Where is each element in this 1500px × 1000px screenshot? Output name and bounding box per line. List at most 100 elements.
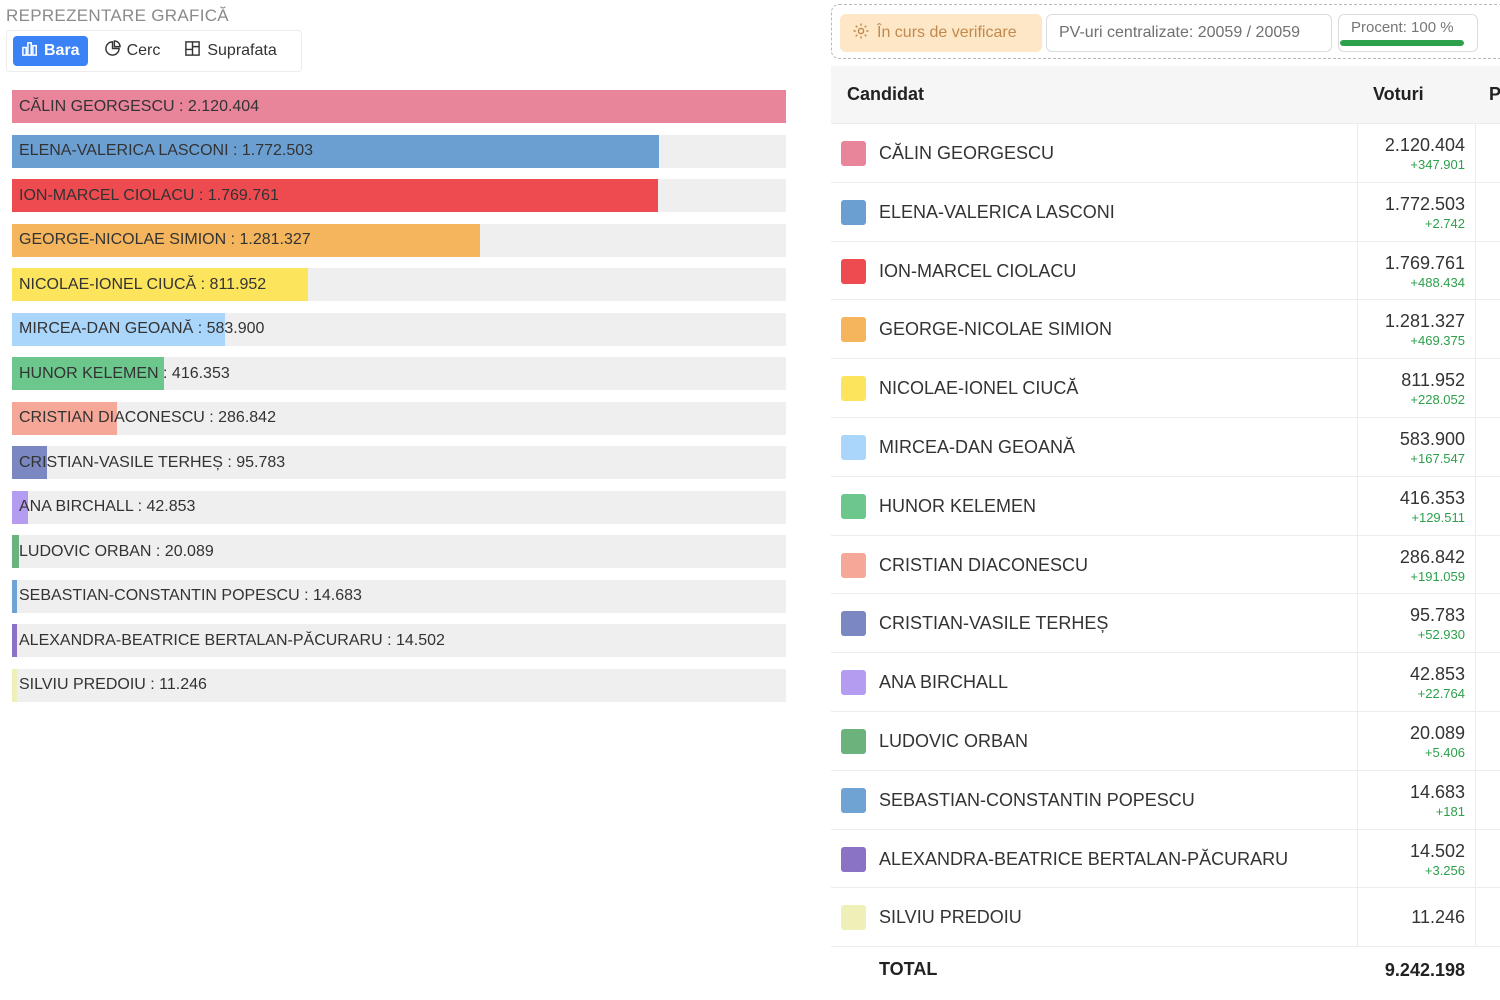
bar-row[interactable]: HUNOR KELEMEN : 416.353 bbox=[12, 357, 786, 390]
table-row[interactable]: GEORGE-NICOLAE SIMION 1.281.327 +469.375 bbox=[831, 300, 1500, 360]
table-row[interactable]: ELENA-VALERICA LASCONI 1.772.503 +2.742 bbox=[831, 182, 1500, 242]
color-swatch bbox=[841, 376, 866, 402]
table-row[interactable]: HUNOR KELEMEN 416.353 +129.511 bbox=[831, 476, 1500, 536]
bar-chart: CĂLIN GEORGESCU : 2.120.404 ELENA-VALERIC… bbox=[12, 90, 786, 713]
bar bbox=[12, 357, 164, 390]
vote-count: 14.502 bbox=[1409, 840, 1465, 861]
tab-pie-label: Cerc bbox=[126, 42, 161, 59]
color-swatch bbox=[841, 258, 866, 284]
verification-text: În curs de verificare bbox=[877, 24, 1017, 41]
votes-cell: 416.353 +129.511 bbox=[1357, 476, 1475, 535]
bar-label: CRISTIAN DIACONESCU : 286.842 bbox=[19, 409, 276, 426]
col-votes[interactable]: Voturi bbox=[1373, 84, 1424, 104]
color-swatch bbox=[841, 728, 866, 754]
candidate-name: SEBASTIAN-CONSTANTIN POPESCU bbox=[879, 789, 1195, 810]
extra-cell bbox=[1475, 476, 1500, 535]
bar-row[interactable]: ION-MARCEL CIOLACU : 1.769.761 bbox=[12, 179, 786, 212]
procent-progress-fill bbox=[1340, 40, 1464, 46]
bar-row[interactable]: GEORGE-NICOLAE SIMION : 1.281.327 bbox=[12, 223, 786, 257]
color-swatch bbox=[841, 493, 866, 519]
table-row[interactable]: CRISTIAN DIACONESCU 286.842 +191.059 bbox=[831, 535, 1500, 595]
bar bbox=[12, 268, 309, 301]
bar-row[interactable]: SILVIU PREDOIU : 11.246 bbox=[12, 668, 786, 702]
vote-delta: +228.052 bbox=[1410, 392, 1465, 408]
color-swatch bbox=[841, 611, 866, 637]
bar-row[interactable]: CĂLIN GEORGESCU : 2.120.404 bbox=[12, 90, 786, 123]
tab-area[interactable]: Suprafata bbox=[176, 36, 284, 66]
votes-cell: 95.783 +52.930 bbox=[1357, 594, 1475, 653]
bar-row[interactable]: ELENA-VALERICA LASCONI : 1.772.503 bbox=[12, 134, 786, 168]
total-value: 9.242.198 bbox=[1384, 960, 1465, 981]
vote-count: 583.900 bbox=[1399, 428, 1465, 449]
section-title: REPREZENTARE GRAFICĂ bbox=[6, 6, 229, 25]
vote-delta: +167.547 bbox=[1410, 450, 1465, 466]
tab-pie[interactable]: Cerc bbox=[96, 36, 169, 66]
extra-cell bbox=[1475, 711, 1500, 770]
bar-row[interactable]: LUDOVIC ORBAN : 20.089 bbox=[12, 535, 786, 568]
vote-delta: +191.059 bbox=[1410, 568, 1465, 584]
bar-row[interactable]: ALEXANDRA-BEATRICE BERTALAN-PĂCURARU : 1… bbox=[12, 624, 786, 657]
table-row[interactable]: SILVIU PREDOIU 11.246 bbox=[831, 888, 1500, 948]
bar-label: HUNOR KELEMEN : 416.353 bbox=[19, 364, 230, 382]
vote-count: 811.952 bbox=[1401, 370, 1465, 391]
table-row[interactable]: ALEXANDRA-BEATRICE BERTALAN-PĂCURARU 14.5… bbox=[831, 829, 1500, 889]
votes-cell: 14.502 +3.256 bbox=[1357, 829, 1475, 888]
bar-row[interactable]: ANA BIRCHALL : 42.853 bbox=[12, 490, 786, 524]
extra-cell bbox=[1475, 829, 1500, 888]
vote-count: 1.769.761 bbox=[1384, 252, 1465, 273]
table-row[interactable]: ANA BIRCHALL 42.853 +22.764 bbox=[831, 653, 1500, 712]
bar-chart-icon bbox=[21, 40, 38, 62]
extra-cell bbox=[1475, 535, 1500, 594]
bar-row[interactable]: MIRCEA-DAN GEOANĂ : 583.900 bbox=[12, 312, 786, 346]
table-row[interactable]: SEBASTIAN-CONSTANTIN POPESCU 14.683 +181 bbox=[831, 770, 1500, 830]
table-row[interactable]: MIRCEA-DAN GEOANĂ 583.900 +167.547 bbox=[831, 417, 1500, 477]
bar bbox=[12, 312, 226, 346]
col-candidate[interactable]: Candidat bbox=[847, 84, 925, 104]
vote-delta: +347.901 bbox=[1410, 157, 1465, 172]
bar-label: LUDOVIC ORBAN : 20.089 bbox=[19, 542, 214, 560]
table-row[interactable]: CRISTIAN-VASILE TERHEȘ 95.783 +52.930 bbox=[831, 594, 1500, 654]
vote-delta: +2.742 bbox=[1424, 215, 1465, 231]
votes-cell: 286.842 +191.059 bbox=[1357, 535, 1475, 594]
vote-delta: +181 bbox=[1435, 803, 1465, 819]
bar bbox=[12, 624, 18, 657]
extra-cell bbox=[1475, 770, 1500, 829]
extra-cell bbox=[1475, 653, 1500, 711]
bar-label: MIRCEA-DAN GEOANĂ : 583.900 bbox=[19, 320, 265, 337]
bar-row[interactable]: SEBASTIAN-CONSTANTIN POPESCU : 14.683 bbox=[12, 579, 786, 613]
bar bbox=[12, 579, 18, 613]
bar-row[interactable]: CRISTIAN DIACONESCU : 286.842 bbox=[12, 401, 786, 435]
extra-cell bbox=[1475, 594, 1500, 653]
results-table: Candidat Voturi P CĂLIN GEORGESCU 2.120.4… bbox=[831, 66, 1500, 991]
vote-delta: +3.256 bbox=[1424, 862, 1465, 878]
col-extra[interactable]: P bbox=[1489, 84, 1500, 104]
votes-cell: 811.952 +228.052 bbox=[1357, 359, 1475, 417]
bar bbox=[12, 90, 786, 123]
vote-delta: +52.930 bbox=[1417, 627, 1465, 643]
tab-bar[interactable]: Bara bbox=[13, 36, 88, 66]
table-row[interactable]: CĂLIN GEORGESCU 2.120.404 +347.901 bbox=[831, 124, 1500, 183]
bar-label: SEBASTIAN-CONSTANTIN POPESCU : 14.683 bbox=[19, 587, 362, 604]
candidate-name: MIRCEA-DAN GEOANĂ bbox=[879, 436, 1076, 457]
gear-icon bbox=[852, 22, 870, 45]
extra-cell bbox=[1475, 417, 1500, 476]
pv-count: PV-uri centralizate: 20059 / 20059 bbox=[1046, 14, 1332, 52]
pie-chart-icon bbox=[104, 40, 121, 62]
color-swatch bbox=[841, 434, 866, 460]
color-swatch bbox=[841, 552, 866, 578]
bar-row[interactable]: CRISTIAN-VASILE TERHEȘ : 95.783 bbox=[12, 446, 786, 479]
extra-cell bbox=[1475, 300, 1500, 359]
bar-row[interactable]: NICOLAE-IONEL CIUCĂ : 811.952 bbox=[12, 268, 786, 301]
bar bbox=[12, 134, 659, 168]
bar bbox=[12, 668, 17, 702]
vote-count: 1.772.503 bbox=[1384, 193, 1465, 214]
vote-count: 416.353 bbox=[1399, 487, 1465, 508]
table-row[interactable]: NICOLAE-IONEL CIUCĂ 811.952 +228.052 bbox=[831, 359, 1500, 418]
table-row[interactable]: ION-MARCEL CIOLACU 1.769.761 +488.434 bbox=[831, 241, 1500, 301]
vote-count: 1.281.327 bbox=[1384, 311, 1465, 332]
table-row[interactable]: LUDOVIC ORBAN 20.089 +5.406 bbox=[831, 711, 1500, 771]
table-body: CĂLIN GEORGESCU 2.120.404 +347.901 ELENA-VA… bbox=[831, 124, 1500, 948]
candidate-name: LUDOVIC ORBAN bbox=[879, 730, 1029, 751]
bar-label: CRISTIAN-VASILE TERHEȘ : 95.783 bbox=[19, 453, 286, 471]
votes-cell: 583.900 +167.547 bbox=[1357, 417, 1475, 476]
